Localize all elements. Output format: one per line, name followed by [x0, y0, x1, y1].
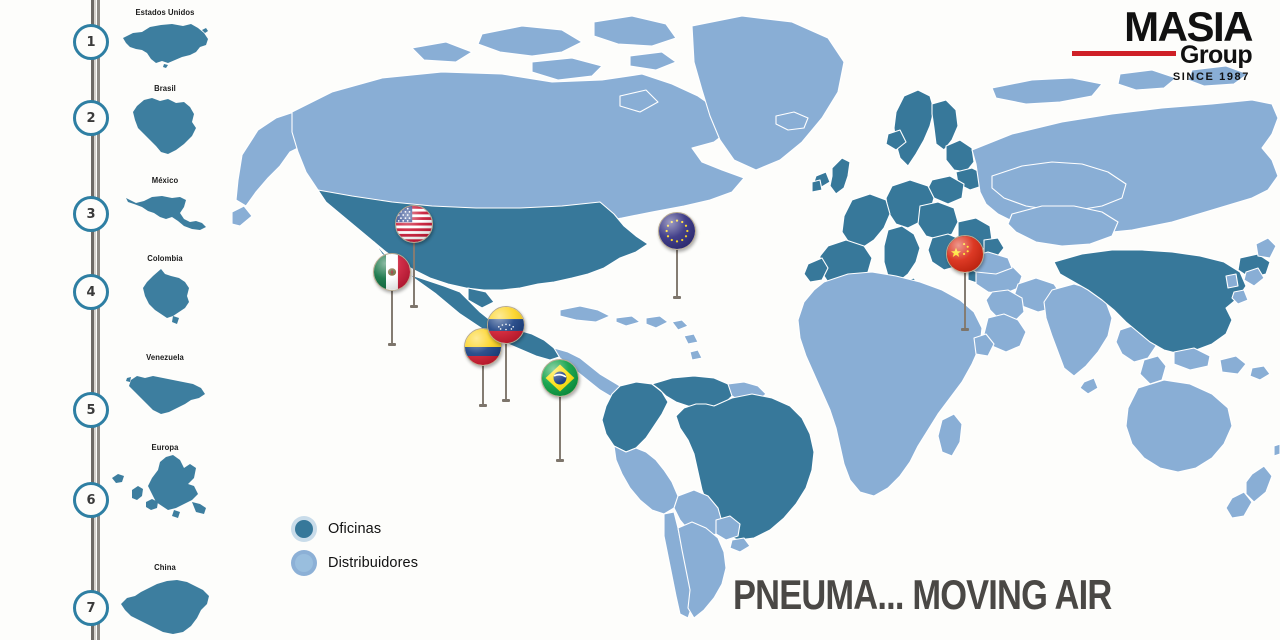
- brazil-silhouette-icon: [105, 94, 225, 158]
- country-label: México: [151, 175, 179, 185]
- map-pin-mx[interactable]: [373, 253, 411, 346]
- timeline-rail-highlight: [94, 0, 96, 640]
- legend-item-oficinas: Oficinas: [291, 512, 418, 546]
- br-flag-icon: [541, 359, 579, 397]
- venezuela-silhouette-icon: [105, 368, 225, 420]
- country-label: Brasil: [154, 83, 176, 93]
- country-label: Europa: [151, 442, 179, 452]
- country-label: Colombia: [147, 253, 183, 263]
- logo-brand-name: MASIA: [1124, 3, 1253, 50]
- country-label: Estados Unidos: [135, 7, 195, 17]
- map-pin-eu[interactable]: [658, 212, 696, 299]
- timeline-rail-secondary: [97, 0, 100, 640]
- legend-item-distribuidores: Distribuidores: [291, 546, 418, 580]
- map-pin-ve[interactable]: [487, 306, 525, 402]
- logo-since-text: SINCE 1987: [1172, 70, 1250, 83]
- us-flag-icon: [395, 205, 433, 243]
- usa-silhouette-icon: [105, 19, 225, 71]
- list-item[interactable]: México 3: [0, 168, 225, 260]
- legend-dot-office-icon: [291, 516, 317, 542]
- mx-flag-icon: [373, 253, 411, 291]
- timeline-number[interactable]: 1: [73, 24, 109, 60]
- tagline: PNEUMA... MOVING AIR: [733, 571, 1112, 618]
- ve-flag-icon: [487, 306, 525, 344]
- country-timeline-sidebar: Estados Unidos 1 Brasil 2 México 3: [0, 0, 225, 640]
- timeline-number[interactable]: 6: [73, 482, 109, 518]
- logo-red-accent-line: [1072, 51, 1176, 57]
- timeline-number[interactable]: 2: [73, 100, 109, 136]
- eu-flag-icon: [658, 212, 696, 250]
- country-label: China: [154, 562, 176, 572]
- timeline-number[interactable]: 5: [73, 392, 109, 428]
- map-pin-cn[interactable]: [946, 235, 984, 331]
- list-item[interactable]: Venezuela 5: [0, 340, 225, 432]
- list-item[interactable]: Colombia 4: [0, 246, 225, 338]
- logo-brand-sub: Group: [1180, 40, 1253, 69]
- list-item[interactable]: Estados Unidos 1: [0, 0, 225, 92]
- colombia-silhouette-icon: [105, 266, 225, 326]
- cn-flag-icon: [946, 235, 984, 273]
- map-legend: Oficinas Distribuidores: [291, 512, 418, 580]
- map-pin-br[interactable]: [541, 359, 579, 462]
- country-label: Venezuela: [146, 352, 184, 362]
- timeline-number[interactable]: 7: [73, 590, 109, 626]
- timeline-rail: [91, 0, 94, 640]
- timeline-number[interactable]: 3: [73, 196, 109, 232]
- legend-dot-distributor-icon: [291, 550, 317, 576]
- masia-group-logo: MASIA Group SINCE 1987: [1072, 3, 1254, 83]
- china-silhouette-icon: [105, 576, 225, 638]
- list-item[interactable]: Europa 6: [0, 430, 225, 522]
- legend-label: Distribuidores: [328, 555, 419, 571]
- list-item[interactable]: Brasil 2: [0, 76, 225, 168]
- list-item[interactable]: China 7: [0, 540, 225, 634]
- legend-label: Oficinas: [328, 521, 382, 537]
- europe-silhouette-icon: [105, 452, 225, 530]
- timeline-number[interactable]: 4: [73, 274, 109, 310]
- mexico-silhouette-icon: [105, 189, 225, 239]
